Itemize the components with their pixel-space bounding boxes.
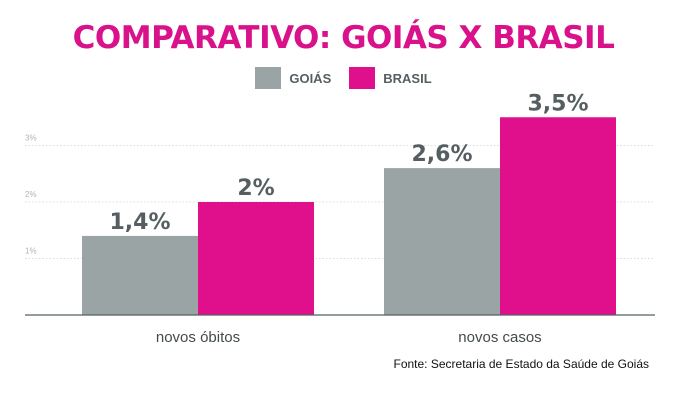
x-category-label: novos óbitos <box>156 329 240 346</box>
data-label: 2% <box>237 176 274 201</box>
bar-goias <box>384 168 500 315</box>
data-label: 1,4% <box>109 210 170 235</box>
chart-title: COMPARATIVO: GOIÁS X BRASIL <box>72 20 615 56</box>
y-tick-label: 1% <box>25 247 37 256</box>
y-tick-label: 2% <box>25 190 37 199</box>
data-label: 2,6% <box>411 142 472 167</box>
bar-brasil <box>500 117 616 315</box>
bars <box>82 117 616 315</box>
legend-item-goias: GOIÁS <box>255 67 331 89</box>
legend-item-brasil: BRASIL <box>349 67 432 89</box>
data-label: 3,5% <box>527 91 588 116</box>
bar-goias <box>82 235 198 315</box>
legend: GOIÁS BRASIL <box>0 67 687 89</box>
legend-label-brasil: BRASIL <box>383 70 432 86</box>
legend-swatch-goias <box>255 67 282 89</box>
legend-label-goias: GOIÁS <box>289 70 332 86</box>
data-labels: 1,4% 2% novos óbitos 2,6% 3,5% novos casos <box>109 91 588 346</box>
legend-swatch-brasil <box>349 67 376 89</box>
source-note: Fonte: Secretaria de Estado da Saúde de … <box>393 357 650 371</box>
bar-brasil <box>198 202 314 315</box>
x-category-label: novos casos <box>458 329 541 346</box>
y-tick-label: 3% <box>25 134 37 143</box>
